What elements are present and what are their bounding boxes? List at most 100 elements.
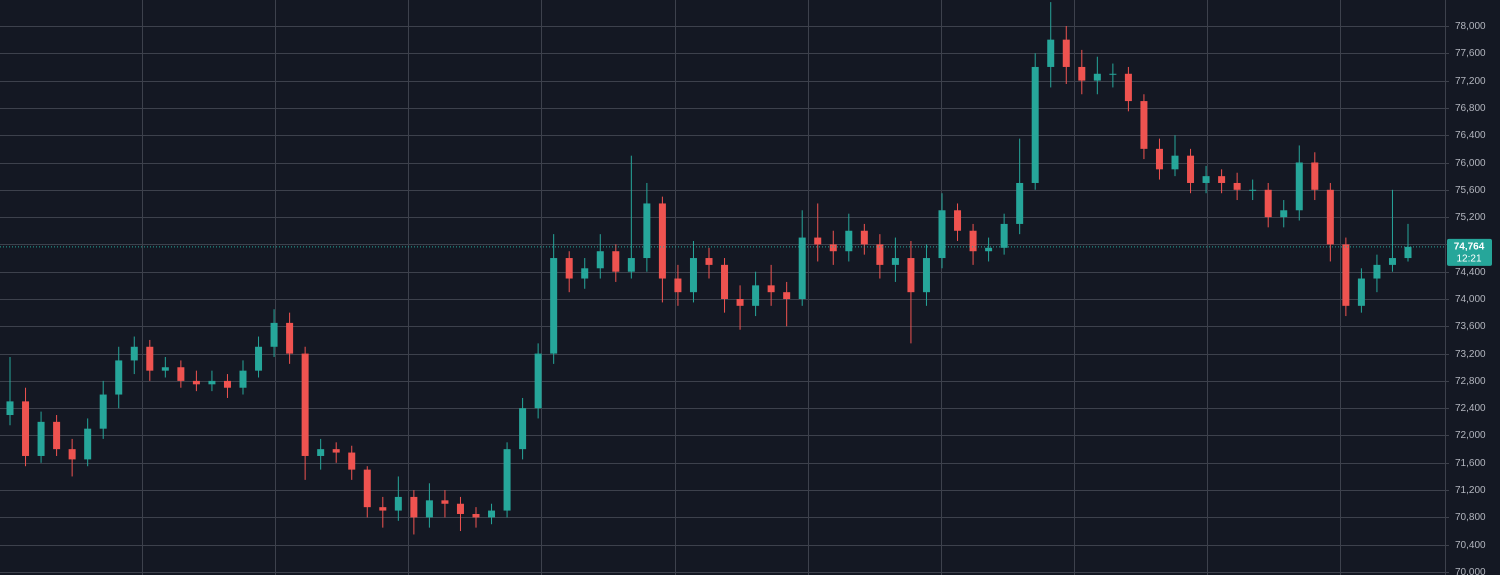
candle-body [1000, 223, 1008, 248]
last-price-badge [1447, 238, 1492, 266]
candle-body [1280, 210, 1288, 218]
candle-body [503, 449, 511, 511]
candle-body [1388, 258, 1396, 265]
y-tick-label: 74,400 [1455, 267, 1486, 278]
candle-body [363, 469, 371, 508]
candle-body [1155, 148, 1163, 170]
candle-body [239, 370, 247, 388]
candle-body [394, 496, 402, 511]
y-tick-label: 71,200 [1455, 485, 1486, 496]
candle-body [643, 203, 651, 259]
candle-body [425, 500, 433, 518]
candle-body [1326, 189, 1334, 245]
candle-body [612, 251, 620, 272]
candle-body [876, 244, 884, 265]
candle-body [1264, 189, 1272, 218]
candle-body [969, 230, 977, 252]
candle-body [985, 247, 993, 252]
price-axis [1445, 0, 1500, 575]
candle-body [379, 507, 387, 511]
y-tick-label: 72,800 [1455, 376, 1486, 387]
candle-body [689, 258, 697, 293]
candle-body [348, 452, 356, 470]
candle-body [814, 237, 822, 245]
y-tick-label: 74,000 [1455, 294, 1486, 305]
y-tick-label: 73,200 [1455, 349, 1486, 360]
candle-body [1357, 278, 1365, 306]
candle-body [1404, 246, 1412, 259]
candle-body [519, 408, 527, 450]
candle-body [596, 251, 604, 269]
candle-body [1187, 155, 1195, 183]
y-tick-label: 72,400 [1455, 403, 1486, 414]
candle-body [1218, 176, 1226, 183]
candle-body [1202, 176, 1210, 183]
candle-body [488, 510, 496, 518]
y-tick-label: 75,600 [1455, 185, 1486, 196]
y-tick-label: 75,200 [1455, 212, 1486, 223]
candle-body [192, 380, 200, 385]
candle-body [208, 380, 216, 385]
candle-body [767, 285, 775, 293]
y-tick-label: 77,200 [1455, 76, 1486, 87]
y-tick-label: 70,000 [1455, 567, 1486, 575]
candle-body [410, 496, 418, 518]
candle-body [534, 353, 542, 409]
y-tick-label: 78,000 [1455, 21, 1486, 32]
candle-body [1295, 162, 1303, 211]
candle-body [1233, 182, 1241, 190]
candle-body [1109, 73, 1117, 75]
candle-body [783, 292, 791, 299]
candle-body [177, 367, 185, 381]
candle-body [1311, 162, 1319, 190]
candle-body [53, 421, 61, 450]
candle-body [6, 401, 14, 416]
candle-body [99, 394, 107, 429]
candle-body [829, 244, 837, 252]
candle-body [441, 500, 449, 504]
candle-body [130, 346, 138, 361]
candle-body [22, 401, 30, 456]
candle-body [752, 285, 760, 306]
candle-body [565, 258, 573, 279]
candle-body [938, 210, 946, 259]
candle-body [286, 322, 294, 354]
candle-body [332, 449, 340, 453]
candle-body [798, 237, 806, 299]
candle-body [922, 258, 930, 293]
y-tick-label: 71,600 [1455, 458, 1486, 469]
y-tick-label: 70,400 [1455, 540, 1486, 551]
countdown: 12:21 [1456, 253, 1481, 264]
candle-body [705, 258, 713, 265]
candle-body [472, 513, 480, 518]
candle-body [845, 230, 853, 252]
candle-body [1249, 189, 1257, 191]
candle-body [37, 421, 45, 456]
candle-body [1047, 39, 1055, 67]
y-tick-label: 76,000 [1455, 158, 1486, 169]
y-tick-label: 72,000 [1455, 430, 1486, 441]
candle-body [1373, 264, 1381, 279]
candle-body [1016, 182, 1024, 224]
candle-body [1342, 244, 1350, 306]
price-axis-labels: 70,000 70,400 70,800 71,200 71,600 72,000 72,4… [1445, 21, 1492, 575]
candle-body [860, 230, 868, 245]
candles [0, 2, 1445, 535]
y-tick-label: 76,400 [1455, 130, 1486, 141]
candle-body [301, 353, 309, 456]
candle-body [627, 258, 635, 272]
candle-body [1124, 73, 1132, 102]
candle-body [161, 367, 169, 371]
candle-body [1062, 39, 1070, 67]
candle-body [456, 503, 464, 514]
horizontal-grid [0, 26, 1445, 573]
candle-body [907, 258, 915, 293]
candle-body [270, 322, 278, 347]
candle-body [68, 449, 76, 460]
candle-body [674, 278, 682, 293]
y-tick-label: 76,800 [1455, 103, 1486, 114]
y-tick-label: 77,600 [1455, 48, 1486, 59]
candle-body [658, 203, 666, 279]
